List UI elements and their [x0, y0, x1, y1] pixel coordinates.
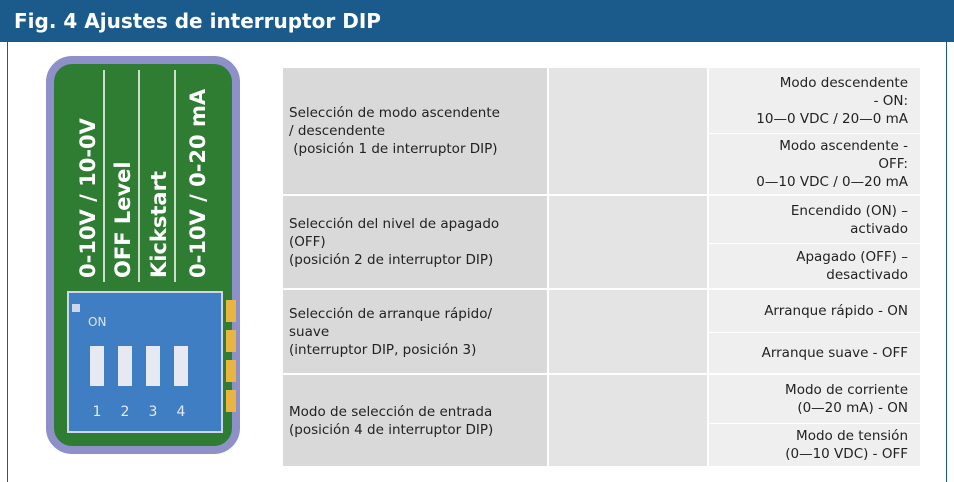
description-cell: Selección de modo ascendente / descendent…	[283, 68, 547, 194]
option-cell: Encendido (ON) – activado	[709, 196, 920, 243]
text-line: Modo de selección de entrada	[289, 403, 493, 420]
border-right	[946, 42, 947, 482]
text-line: desactivado	[826, 267, 908, 283]
text-line: activado	[850, 220, 908, 237]
text-line: - ON:	[873, 92, 908, 109]
board-pad	[226, 300, 236, 322]
switch-cell	[549, 68, 707, 194]
board-switch-slot	[118, 346, 132, 386]
option-cell: Modo de tensión (0—10 VDC) - OFF	[709, 424, 920, 466]
text-line: (posición 2 de interruptor DIP)	[289, 252, 494, 268]
board-pad	[226, 360, 236, 382]
text-line: Encendido (ON) –	[790, 202, 908, 219]
description-cell: Selección del nivel de apagado (OFF) (posi…	[283, 196, 547, 288]
board-switch-slot	[146, 346, 160, 386]
board-pad	[226, 390, 236, 412]
option-cell: Apagado (OFF) – desactivado	[709, 244, 920, 288]
text-line: (OFF)	[289, 234, 326, 250]
board-switch-slot	[90, 346, 104, 386]
text-line: Modo de tensión	[796, 428, 908, 444]
board-switch-number: 2	[121, 404, 130, 420]
switch-cell	[549, 196, 707, 288]
header-bar: Fig. 4 Ajustes de interruptor DIP	[0, 0, 954, 42]
text-line: suave	[289, 323, 330, 340]
header-title: Fig. 4 Ajustes de interruptor DIP	[14, 9, 381, 33]
board-label: 0-10V / 10-0V	[76, 117, 100, 278]
border-left	[7, 42, 8, 482]
text-line: (interruptor DIP, posición 3)	[289, 341, 477, 358]
board-pad	[226, 330, 236, 352]
board-switch-number: 3	[149, 404, 158, 420]
option-cell: Modo ascendente - OFF: 0—10 VDC / 0—20 mA	[709, 134, 920, 194]
board-switch-number: 1	[93, 404, 102, 420]
option-cell: Arranque suave - OFF	[709, 333, 920, 373]
text-line: Modo ascendente -	[779, 138, 908, 154]
board-label: OFF Level	[111, 161, 135, 278]
text-line: 0—10 VDC / 0—20 mA	[756, 174, 908, 190]
text-line: Modo de corriente	[785, 382, 908, 398]
text-line: (0—20 mA) - ON	[797, 400, 908, 416]
board-label: 0-10V / 0-20 mA	[186, 88, 210, 278]
board-switch-mark	[72, 304, 80, 312]
text-line: OFF:	[878, 156, 908, 172]
text-line: Selección de modo ascendente	[289, 105, 500, 121]
text-line: Modo descendente	[779, 74, 908, 91]
text-line: 10—0 VDC / 20—0 mA	[756, 110, 908, 127]
text-line: Selección del nivel de apagado	[289, 216, 500, 232]
option-cell: Modo de corriente (0—20 mA) - ON	[709, 375, 920, 423]
switch-cell	[549, 290, 707, 373]
text-line: Arranque rápido - ON	[764, 303, 908, 319]
description-cell: Modo de selección de entrada (posición 4 …	[283, 375, 547, 466]
switch-cell	[549, 375, 707, 466]
option-cell: Modo descendente - ON: 10—0 VDC / 20—0 mA	[709, 68, 920, 133]
board-switch-on: ON	[88, 315, 106, 329]
text-line: Apagado (OFF) –	[796, 249, 908, 265]
text-line: Selección de arranque rápido/	[289, 305, 493, 322]
text-line: Arranque suave - OFF	[761, 345, 908, 361]
board-switch-number: 4	[177, 404, 186, 420]
board-switch-slot	[174, 346, 188, 386]
text-line: (posición 4 de interruptor DIP)	[289, 421, 494, 438]
text-line: (0—10 VDC) - OFF	[785, 446, 908, 462]
option-cell: Arranque rápido - ON	[709, 290, 920, 332]
text-line: / descendente	[289, 123, 386, 139]
board-label: Kickstart	[147, 171, 171, 278]
text-line: (posición 1 de interruptor DIP)	[289, 141, 498, 157]
description-cell: Selección de arranque rápido/suave (inter…	[283, 290, 547, 373]
